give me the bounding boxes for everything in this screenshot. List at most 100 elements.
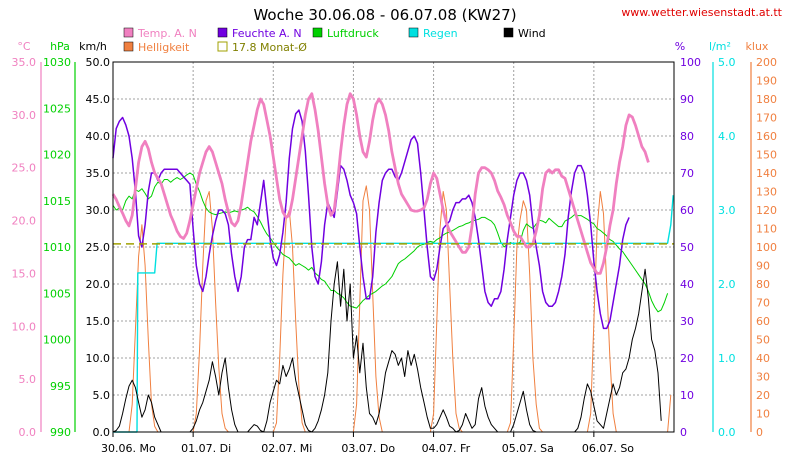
pressure-tick-label: 1010 <box>43 241 71 254</box>
rain-tick-label: 1.0 <box>718 352 736 365</box>
legend-swatch <box>123 41 134 52</box>
x-tick-label: 02.07. Mi <box>261 442 312 455</box>
rain-tick-label: 2.0 <box>718 278 736 291</box>
legend-swatch <box>312 27 323 38</box>
pressure-tick-label: 1025 <box>43 102 71 115</box>
light-tick-label: 90 <box>756 260 770 273</box>
temp-tick-label: 20.0 <box>12 215 37 228</box>
temp-axis-unit: °C <box>17 40 31 53</box>
humidity-tick-label: 50 <box>680 241 694 254</box>
light-tick-label: 140 <box>756 167 777 180</box>
wind-tick-label: 10.0 <box>86 352 111 365</box>
light-tick-label: 100 <box>756 241 777 254</box>
pressure-tick-label: 1030 <box>43 56 71 69</box>
legend-label: Feuchte A. N <box>232 27 302 40</box>
plot-frame <box>112 61 675 433</box>
legend-swatch <box>217 27 228 38</box>
humidity-tick-label: 20 <box>680 352 694 365</box>
light-tick-label: 40 <box>756 352 770 365</box>
rain-tick-label: 5.0 <box>718 56 736 69</box>
pressure-tick-label: 990 <box>50 426 71 439</box>
light-tick-label: 50 <box>756 334 770 347</box>
legend-label: Regen <box>423 27 458 40</box>
light-tick-label: 130 <box>756 186 777 199</box>
wind-tick-label: 0.0 <box>93 426 111 439</box>
pressure-tick-label: 1020 <box>43 149 71 162</box>
pressure-tick-label: 1005 <box>43 287 71 300</box>
legend-swatch <box>217 41 228 52</box>
light-tick-label: 170 <box>756 112 777 125</box>
series-wind <box>112 261 662 433</box>
temp-tick-label: 25.0 <box>12 162 37 175</box>
x-tick-label: 06.07. So <box>582 442 634 455</box>
x-tick-label: 30.06. Mo <box>101 442 156 455</box>
legend-label: Wind <box>518 27 546 40</box>
legend-label: Luftdruck <box>327 27 379 40</box>
light-tick-label: 30 <box>756 371 770 384</box>
x-tick-label: 01.07. Di <box>181 442 231 455</box>
source-label: www.wetter.wiesenstadt.at.tt <box>621 6 782 19</box>
axes: 0.05.010.015.020.025.030.035.09909951000… <box>12 56 778 455</box>
humidity-axis-unit: % <box>675 40 685 53</box>
series-layer <box>111 92 674 433</box>
light-tick-label: 200 <box>756 56 777 69</box>
temp-tick-label: 15.0 <box>12 267 37 280</box>
wind-tick-label: 40.0 <box>86 130 111 143</box>
temp-tick-label: 5.0 <box>19 373 37 386</box>
plot-border <box>112 61 675 433</box>
legend-label: 17.8 Monat-Ø <box>232 41 307 54</box>
legend: Temp. A. N Feuchte A. N Luftdruck Regen Wind… <box>123 27 546 54</box>
wind-tick-label: 15.0 <box>86 315 111 328</box>
rain-axis-unit: l/m² <box>709 40 731 53</box>
wind-tick-label: 45.0 <box>86 93 111 106</box>
light-tick-label: 160 <box>756 130 777 143</box>
pressure-tick-label: 1000 <box>43 334 71 347</box>
temp-tick-label: 10.0 <box>12 320 37 333</box>
temp-tick-label: 0.0 <box>19 426 37 439</box>
x-tick-label: 04.07. Fr <box>422 442 471 455</box>
pressure-tick-label: 995 <box>50 380 71 393</box>
light-tick-label: 150 <box>756 149 777 162</box>
humidity-tick-label: 30 <box>680 315 694 328</box>
pressure-tick-label: 1015 <box>43 195 71 208</box>
wind-tick-label: 20.0 <box>86 278 111 291</box>
light-tick-label: 190 <box>756 75 777 88</box>
series-temperatur <box>111 92 650 275</box>
light-tick-label: 20 <box>756 389 770 402</box>
legend-label: Helligkeit <box>138 41 190 54</box>
humidity-tick-label: 40 <box>680 278 694 291</box>
grid <box>113 62 674 432</box>
humidity-tick-label: 10 <box>680 389 694 402</box>
wind-tick-label: 5.0 <box>93 389 111 402</box>
wind-tick-label: 25.0 <box>86 241 111 254</box>
humidity-tick-label: 70 <box>680 167 694 180</box>
wind-tick-label: 50.0 <box>86 56 111 69</box>
legend-label: Temp. A. N <box>137 27 197 40</box>
humidity-tick-label: 0 <box>680 426 687 439</box>
wind-axis-unit: km/h <box>79 40 107 53</box>
humidity-tick-label: 80 <box>680 130 694 143</box>
temp-tick-label: 30.0 <box>12 109 37 122</box>
rain-tick-label: 0.0 <box>718 426 736 439</box>
x-tick-label: 03.07. Do <box>341 442 395 455</box>
legend-swatch <box>123 27 134 38</box>
series-helligkeit <box>113 185 672 433</box>
light-tick-label: 60 <box>756 315 770 328</box>
light-tick-label: 80 <box>756 278 770 291</box>
chart-title: Woche 30.06.08 - 06.07.08 (KW27) <box>253 6 516 24</box>
wind-tick-label: 30.0 <box>86 204 111 217</box>
legend-swatch <box>503 27 514 38</box>
wind-tick-label: 35.0 <box>86 167 111 180</box>
rain-tick-label: 3.0 <box>718 204 736 217</box>
light-tick-label: 10 <box>756 408 770 421</box>
rain-tick-label: 4.0 <box>718 130 736 143</box>
series-regen <box>113 195 674 433</box>
series-feuchte <box>112 109 630 330</box>
light-tick-label: 110 <box>756 223 777 236</box>
x-tick-label: 05.07. Sa <box>502 442 554 455</box>
light-axis-unit: klux <box>746 40 769 53</box>
humidity-tick-label: 90 <box>680 93 694 106</box>
temp-tick-label: 35.0 <box>12 56 37 69</box>
light-tick-label: 70 <box>756 297 770 310</box>
